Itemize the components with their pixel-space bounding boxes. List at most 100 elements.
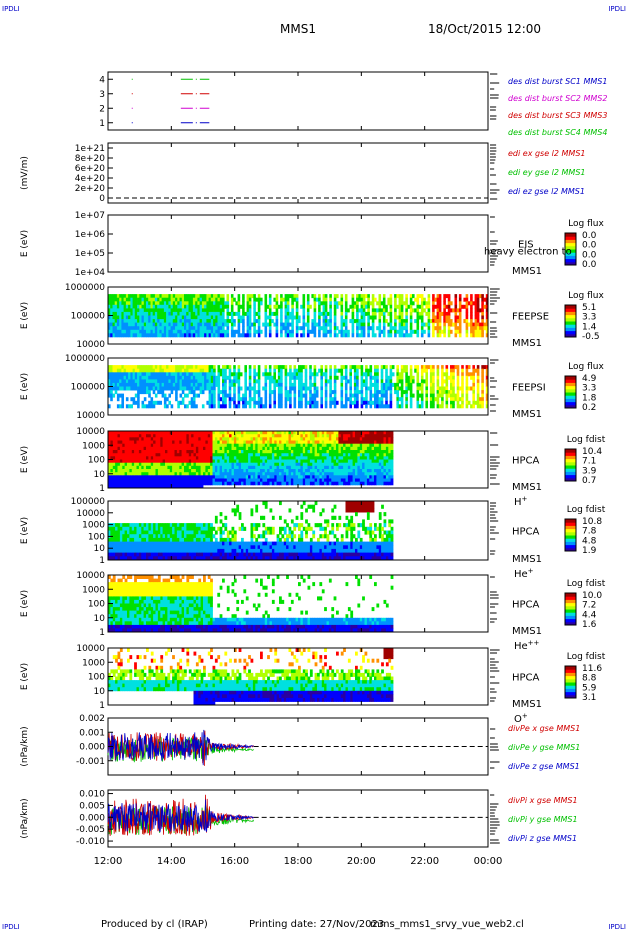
spectrogram-cell [186,481,190,486]
spectrogram-cell [157,382,160,387]
spectrogram-cell [286,465,289,470]
spectrogram-cell [177,308,180,313]
spectrogram-cell [420,333,424,338]
spectrogram-cell [198,453,202,457]
spectrogram-cell [257,443,261,448]
spectrogram-cell [125,365,129,370]
spectrogram-cell [429,372,433,377]
spectrogram-cell [367,308,370,313]
spectrogram-cell [224,379,227,384]
spectrogram-cell [324,311,328,316]
spectrogram-cell [312,475,316,479]
y-tick-label: 1e+04 [75,268,106,278]
spectrogram-cell [362,297,366,302]
spectrogram-cell [253,297,256,302]
spectrogram-cell [264,443,268,448]
spectrogram-cell [317,456,320,460]
spectrogram-cell [208,319,212,324]
spectrogram-cell [179,475,183,479]
spectrogram-cell [389,319,393,324]
spectrogram-cell [284,322,288,327]
spectrogram-cell [152,375,156,380]
spectrogram-cell [248,390,252,395]
spectrogram-cell [226,475,230,479]
spectrogram-cell [208,393,212,398]
spectrogram-cell [474,319,478,324]
spectrogram-cell [197,368,200,373]
spectrogram-cell [159,297,162,302]
spectrogram-cell [122,475,126,479]
spectrogram-cell [328,450,332,454]
spectrogram-cell [200,472,204,476]
spectrogram-cell [132,308,136,313]
spectrogram-cell [353,379,357,384]
spectrogram-cell [195,456,199,460]
spectrogram-cell [192,322,196,327]
spectrogram-cell [203,481,206,486]
spectrogram-cell [157,390,160,395]
spectrogram-cell [425,386,428,391]
spectrogram-cell [288,443,292,448]
spectrogram-cell [210,472,213,476]
spectrogram-cell [321,465,325,470]
spectrogram-cell [163,372,167,377]
spectrogram-cell [260,456,263,460]
spectrogram-cell [317,481,320,486]
spectrogram-cell [233,372,236,377]
spectrogram-cell [362,319,366,324]
spectrogram-cell [179,322,183,327]
spectrogram-cell [283,456,287,460]
spectrogram-cell [284,319,288,324]
spectrogram-cell [298,326,301,331]
spectrogram-cell [454,294,458,299]
spectrogram-cell [295,311,299,316]
spectrogram-cell [344,333,348,338]
spectrogram-cell [253,365,256,370]
spectrogram-cell [371,315,375,320]
spectrogram-cell [274,478,278,483]
spectrogram-cell [170,297,174,302]
spectrogram-cell [163,397,167,402]
spectrogram-cell [304,365,308,370]
spectrogram-cell [262,386,265,391]
spectrogram-cell [222,333,225,338]
spectrogram-cell [235,372,238,377]
spectrogram-cell [237,308,241,313]
spectrogram-cell [108,379,111,384]
spectrogram-cell [284,386,288,391]
spectrogram-cell [246,294,250,299]
colorbar-segment [565,401,576,406]
spectrogram-cell [235,311,238,316]
spectrogram-cell [219,397,223,402]
spectrogram-cell [333,390,337,395]
spectrogram-cell [293,446,297,451]
spectrogram-cell [200,484,204,489]
spectrogram-cell [117,469,121,473]
spectrogram-cell [305,462,308,467]
spectrogram-cell [110,431,114,435]
spectrogram-cell [191,456,194,460]
spectrogram-cell [177,379,180,384]
spectrogram-cell [238,462,242,467]
spectrogram-cell [344,397,348,402]
spectrogram-cell [315,372,319,377]
spectrogram-cell [358,333,361,338]
spectrogram-cell [313,393,317,398]
spectrogram-cell [329,329,332,334]
spectrogram-cell [327,329,330,334]
spectrogram-cell [201,329,205,334]
spectrogram-cell [119,443,123,448]
spectrogram-cell [172,329,176,334]
spectrogram-cell [127,472,130,476]
spectrogram-cell [441,382,444,387]
spectrogram-cell [184,308,187,313]
spectrogram-cell [269,462,273,467]
spectrogram-cell [280,393,283,398]
spectrogram-cell [476,372,480,377]
spectrogram-cell [389,297,393,302]
spectrogram-cell [192,368,196,373]
spectrogram-cell [195,431,199,435]
spectrogram-cell [276,446,280,451]
spectrogram-cell [208,404,212,409]
spectrogram-cell [387,375,390,380]
